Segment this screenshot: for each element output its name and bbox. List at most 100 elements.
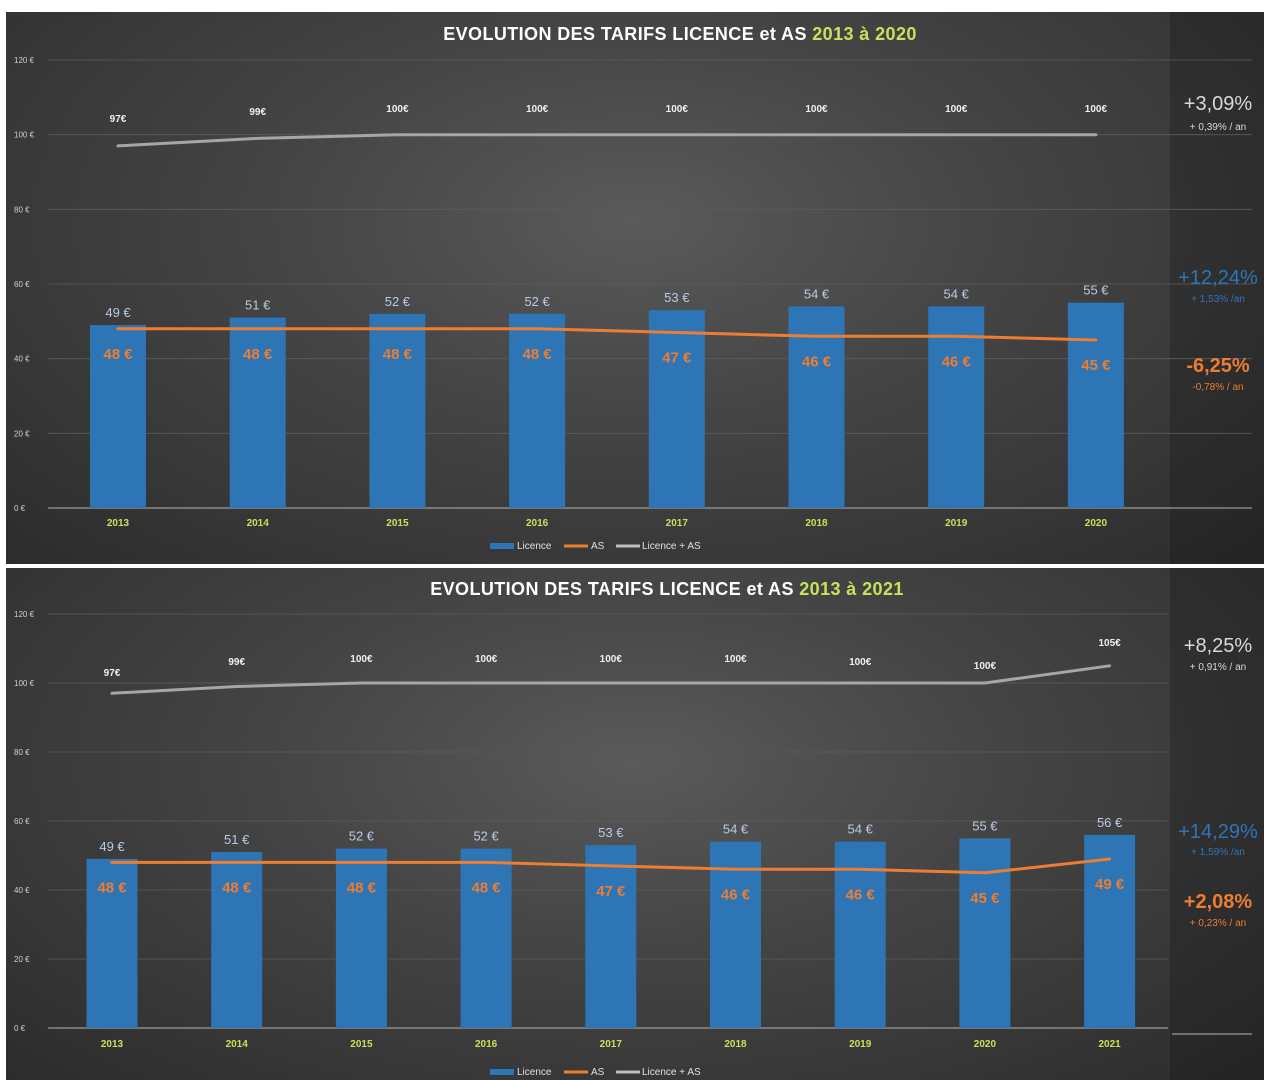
chart-title: EVOLUTION DES TARIFS LICENCE et AS 2013 … bbox=[443, 24, 917, 44]
total-data-label: 100€ bbox=[526, 104, 549, 115]
total-data-label: 100€ bbox=[805, 104, 828, 115]
y-tick-label: 60 € bbox=[14, 280, 30, 289]
annotation-per-year: + 0,39% / an bbox=[1190, 122, 1246, 133]
licence-data-label: 53 € bbox=[598, 825, 624, 840]
legend-label-as: AS bbox=[591, 541, 605, 552]
licence-bar bbox=[585, 845, 637, 1028]
annotation-total: +3,09% bbox=[1184, 93, 1253, 115]
x-tick-label: 2013 bbox=[101, 1039, 124, 1050]
y-tick-label: 40 € bbox=[14, 355, 30, 364]
licence-data-label: 52 € bbox=[524, 294, 550, 309]
as-data-label: 48 € bbox=[347, 879, 377, 896]
legend-swatch-licence bbox=[490, 1069, 514, 1075]
as-data-label: 45 € bbox=[1081, 357, 1111, 374]
x-tick-label: 2015 bbox=[386, 518, 409, 529]
x-tick-label: 2015 bbox=[350, 1039, 373, 1050]
x-tick-label: 2016 bbox=[526, 518, 549, 529]
licence-data-label: 52 € bbox=[473, 829, 499, 844]
y-tick-label: 20 € bbox=[14, 955, 30, 964]
x-tick-label: 2019 bbox=[849, 1039, 872, 1050]
licence-plus-as-line bbox=[110, 664, 1112, 695]
total-data-label: 100€ bbox=[974, 661, 997, 672]
as-data-label: 49 € bbox=[1095, 876, 1125, 893]
total-data-label: 99€ bbox=[228, 657, 245, 668]
as-data-label: 48 € bbox=[103, 346, 133, 363]
y-tick-label: 0 € bbox=[14, 1024, 26, 1033]
x-tick-label: 2016 bbox=[475, 1039, 498, 1050]
chart-2013-2020: EVOLUTION DES TARIFS LICENCE et AS 2013 … bbox=[14, 24, 1258, 552]
licence-bar bbox=[86, 858, 138, 1028]
annotation-total: +2,08% bbox=[1184, 891, 1253, 913]
licence-bar bbox=[509, 313, 566, 508]
annotation-total: +8,25% bbox=[1184, 635, 1253, 657]
total-data-label: 100€ bbox=[386, 104, 409, 115]
legend-label-as: AS bbox=[591, 1067, 605, 1078]
chart-2013-2021: EVOLUTION DES TARIFS LICENCE et AS 2013 … bbox=[14, 579, 1258, 1078]
legend-label-licence: Licence bbox=[517, 541, 552, 552]
licence-bar bbox=[335, 848, 387, 1028]
licence-bar bbox=[1084, 834, 1136, 1028]
legend-label-licence: Licence bbox=[517, 1067, 552, 1078]
annotation-total: +14,29% bbox=[1178, 821, 1258, 843]
total-data-label: 100€ bbox=[849, 657, 872, 668]
as-data-label: 48 € bbox=[97, 879, 127, 896]
total-data-label: 97€ bbox=[110, 114, 127, 125]
licence-plus-as-line bbox=[116, 133, 1098, 148]
licence-data-label: 54 € bbox=[723, 822, 749, 837]
as-data-label: 45 € bbox=[970, 890, 1000, 907]
licence-bar bbox=[460, 848, 512, 1028]
legend-swatch-licence bbox=[490, 543, 514, 549]
y-tick-label: 120 € bbox=[14, 56, 35, 65]
as-data-label: 48 € bbox=[471, 879, 501, 896]
chart-title: EVOLUTION DES TARIFS LICENCE et AS 2013 … bbox=[430, 579, 904, 599]
y-tick-label: 0 € bbox=[14, 504, 26, 513]
y-tick-label: 40 € bbox=[14, 886, 30, 895]
licence-bar bbox=[959, 838, 1011, 1028]
annotation-per-year: + 0,91% / an bbox=[1190, 662, 1246, 673]
annotation-per-year: + 1,53% /an bbox=[1191, 294, 1245, 305]
y-tick-label: 100 € bbox=[14, 679, 35, 688]
x-tick-label: 2020 bbox=[974, 1039, 997, 1050]
licence-data-label: 53 € bbox=[664, 290, 690, 305]
licence-data-label: 51 € bbox=[245, 298, 271, 313]
summary-column bbox=[1170, 568, 1264, 1080]
licence-data-label: 49 € bbox=[105, 305, 131, 320]
legend-label-total: Licence + AS bbox=[642, 1067, 701, 1078]
as-data-label: 47 € bbox=[662, 350, 692, 367]
total-data-label: 100€ bbox=[945, 104, 968, 115]
as-data-label: 48 € bbox=[243, 346, 273, 363]
as-line bbox=[110, 857, 1112, 875]
total-data-label: 100€ bbox=[350, 654, 373, 665]
as-data-label: 46 € bbox=[721, 886, 751, 903]
y-tick-label: 20 € bbox=[14, 429, 30, 438]
as-data-label: 46 € bbox=[802, 353, 832, 370]
licence-data-label: 54 € bbox=[848, 822, 874, 837]
summary-column bbox=[1170, 12, 1264, 564]
total-data-label: 105€ bbox=[1098, 638, 1121, 649]
licence-bar bbox=[229, 317, 286, 508]
licence-data-label: 49 € bbox=[99, 839, 125, 854]
licence-data-label: 54 € bbox=[944, 286, 970, 301]
licence-bar bbox=[211, 852, 263, 1028]
legend-label-total: Licence + AS bbox=[642, 541, 701, 552]
licence-bar bbox=[928, 306, 985, 508]
as-data-label: 46 € bbox=[846, 886, 876, 903]
x-tick-label: 2014 bbox=[226, 1039, 249, 1050]
as-data-label: 48 € bbox=[383, 346, 413, 363]
total-data-label: 100€ bbox=[666, 104, 689, 115]
annotation-per-year: + 1,59% /an bbox=[1191, 847, 1245, 858]
x-tick-label: 2017 bbox=[666, 518, 689, 529]
licence-bar bbox=[710, 841, 761, 1028]
chart-panel-2013-2020: EVOLUTION DES TARIFS LICENCE et AS 2013 … bbox=[6, 12, 1264, 564]
annotation-total: -6,25% bbox=[1186, 355, 1250, 377]
chart-panel-2013-2021: EVOLUTION DES TARIFS LICENCE et AS 2013 … bbox=[6, 568, 1264, 1080]
licence-data-label: 51 € bbox=[224, 832, 250, 847]
as-data-label: 48 € bbox=[522, 346, 552, 363]
licence-bar bbox=[834, 841, 886, 1028]
licence-data-label: 52 € bbox=[385, 294, 411, 309]
licence-data-label: 52 € bbox=[349, 829, 375, 844]
x-tick-label: 2017 bbox=[600, 1039, 623, 1050]
total-data-label: 97€ bbox=[104, 668, 121, 679]
total-data-label: 100€ bbox=[600, 654, 623, 665]
total-data-label: 99€ bbox=[249, 107, 266, 118]
